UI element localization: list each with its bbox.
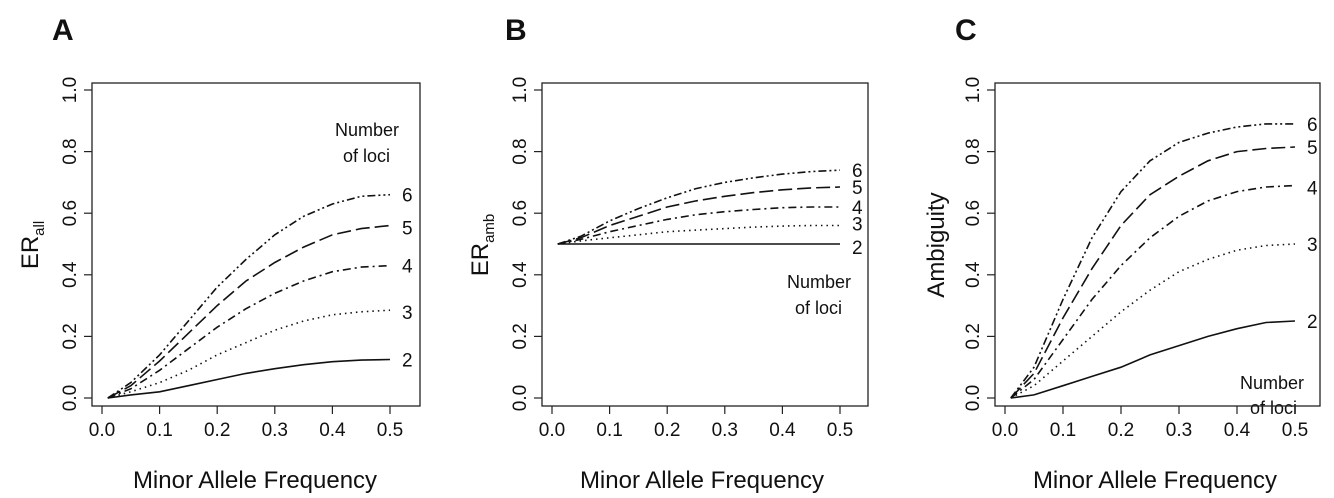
panel-a-y-tick-label: 0.6 <box>60 200 81 226</box>
panel-a-x-tick-label: 0.2 <box>204 420 230 441</box>
panel-c-series-6-line <box>1010 123 1295 399</box>
panel-b-y-tick-label: 0.2 <box>510 323 531 349</box>
panel-c-y-tick-label: 0.2 <box>963 323 984 349</box>
panel-a-series-5-line <box>107 224 391 399</box>
panel-a-y-tick-label: 1.0 <box>60 77 81 103</box>
panel-c-y-tick-label: 0.8 <box>963 138 984 164</box>
panel-a: A Minor Allele Frequency ERall Number of… <box>17 14 421 494</box>
panel-c-letter: C <box>955 14 977 47</box>
panel-b-letter: B <box>505 14 527 47</box>
panel-c-series-2-label: 2 <box>1307 312 1318 333</box>
panel-a-y-axis-label-sub: all <box>31 221 48 236</box>
panel-c-x-tick-label: 0.0 <box>992 420 1018 441</box>
panel-b-y-tick-label: 0.0 <box>510 385 531 411</box>
panel-c-series-3-line <box>1010 243 1296 399</box>
panel-a-x-tick-label: 0.0 <box>89 420 115 441</box>
panel-c-x-tick-label: 0.1 <box>1050 420 1076 441</box>
panel-b-series-5-line <box>557 186 841 245</box>
panel-c-plot-frame <box>994 82 1321 407</box>
panel-a-x-tick-label: 0.3 <box>262 420 288 441</box>
panel-b-series-2-label: 2 <box>852 238 863 259</box>
panel-b-series-3-label: 3 <box>852 215 863 236</box>
panel-b-x-tick-label: 0.5 <box>827 420 853 441</box>
panel-a-annotation-line1: Number <box>335 120 399 140</box>
panel-c-series-5-line <box>1010 146 1296 399</box>
panel-b-annotation-line2: of loci <box>795 298 842 318</box>
panel-a-letter: A <box>52 14 74 47</box>
panel-b-series-3-line <box>557 224 840 245</box>
panel-b-y-axis-label-sub: amb <box>481 214 498 243</box>
panel-a-x-tick-label: 0.1 <box>146 420 172 441</box>
panel-a-y-tick-label: 0.8 <box>60 138 81 164</box>
panel-b-x-tick-label: 0.4 <box>769 420 796 441</box>
panel-c-y-axis-label: Ambiguity <box>923 192 950 297</box>
panel-a-plot-frame <box>91 82 421 407</box>
panel-c-y-axis-label-main: Ambiguity <box>923 192 950 297</box>
panel-b-x-axis-label: Minor Allele Frequency <box>580 467 824 494</box>
panel-c-series-5-label: 5 <box>1307 138 1318 159</box>
panel-a-x-tick-label: 0.5 <box>377 420 403 441</box>
panel-b-x-tick-label: 0.0 <box>539 420 565 441</box>
panel-c-series-6-label: 6 <box>1307 115 1318 136</box>
panel-c-series-3-label: 3 <box>1307 235 1318 256</box>
panel-a-series-4-label: 4 <box>402 257 413 278</box>
panel-b-x-tick-label: 0.3 <box>712 420 738 441</box>
panel-b-y-tick-label: 0.6 <box>510 200 531 226</box>
panel-c-y-tick-label: 0.0 <box>963 385 984 411</box>
panel-a-series-6-label: 6 <box>402 186 413 207</box>
panel-a-series-3-label: 3 <box>402 303 413 324</box>
panel-a-y-tick-label: 0.2 <box>60 323 81 349</box>
panel-c-annotation-line1: Number <box>1240 373 1304 393</box>
panel-b-plot-frame <box>541 82 869 407</box>
panel-a-y-tick-label: 0.0 <box>60 385 81 411</box>
panel-c-y-tick-label: 1.0 <box>963 77 984 103</box>
panel-a-x-axis-label: Minor Allele Frequency <box>133 467 377 494</box>
panel-b-series-4-label: 4 <box>852 198 863 219</box>
panel-a-series-2-label: 2 <box>402 351 413 372</box>
panel-a-series-6-line <box>107 193 391 399</box>
panel-c-series-2-line <box>1010 320 1296 399</box>
panel-b-y-axis-label-main: ER <box>467 243 494 276</box>
panel-c-x-tick-label: 0.5 <box>1282 420 1308 441</box>
panel-b-series-5-label: 5 <box>852 178 863 199</box>
panel-b-y-tick-label: 0.4 <box>510 261 531 288</box>
panel-c-x-tick-label: 0.3 <box>1166 420 1192 441</box>
panel-b-x-tick-label: 0.1 <box>596 420 622 441</box>
panel-a-x-tick-label: 0.4 <box>319 420 346 441</box>
panel-a-y-tick-label: 0.4 <box>60 261 81 288</box>
panel-b-series-4-line <box>557 206 840 245</box>
panel-c-annotation-line2: of loci <box>1250 398 1297 418</box>
panel-a-series-5-label: 5 <box>402 219 413 240</box>
panel-c-y-tick-label: 0.6 <box>963 200 984 226</box>
panel-b-series-6-label: 6 <box>852 161 863 182</box>
panel-a-annotation-line2: of loci <box>343 146 390 166</box>
panel-b: B Minor Allele Frequency ERamb Number of… <box>467 14 869 494</box>
panel-b-y-axis-label: ERamb <box>467 214 498 277</box>
panel-c-series-4-line <box>1010 184 1296 399</box>
panel-a-y-axis-label-main: ER <box>17 236 44 269</box>
panel-a-y-axis-label: ERall <box>17 221 48 269</box>
panel-c-y-tick-label: 0.4 <box>963 261 984 288</box>
panel-a-series-3-line <box>107 309 391 399</box>
panel-a-series-4-line <box>107 264 391 399</box>
panel-b-annotation-line1: Number <box>787 272 851 292</box>
panel-a-series-2-line <box>107 358 391 399</box>
panel-b-x-tick-label: 0.2 <box>654 420 680 441</box>
panel-b-series-6-line <box>557 169 841 245</box>
panel-c-x-tick-label: 0.2 <box>1108 420 1134 441</box>
panel-b-y-tick-label: 0.8 <box>510 138 531 164</box>
panel-c-series-4-label: 4 <box>1307 178 1318 199</box>
panel-c-x-axis-label: Minor Allele Frequency <box>1033 467 1277 494</box>
panel-c: C Minor Allele Frequency Ambiguity Numbe… <box>923 14 1321 494</box>
panel-b-y-tick-label: 1.0 <box>510 77 531 103</box>
panel-c-x-tick-label: 0.4 <box>1224 420 1251 441</box>
